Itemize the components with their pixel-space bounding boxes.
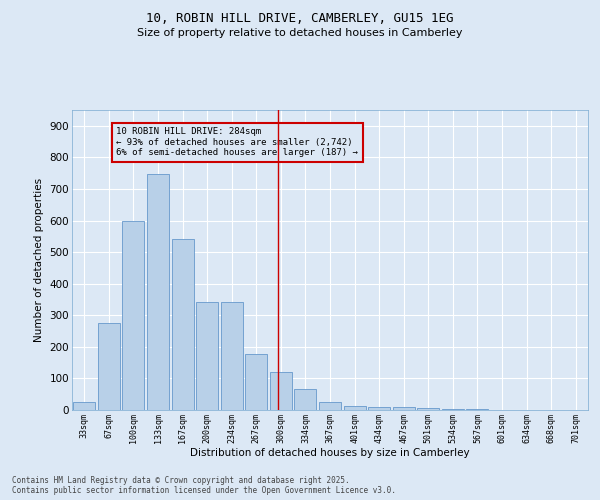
Text: 10, ROBIN HILL DRIVE, CAMBERLEY, GU15 1EG: 10, ROBIN HILL DRIVE, CAMBERLEY, GU15 1E… <box>146 12 454 26</box>
Bar <box>73 402 95 410</box>
Bar <box>392 408 415 410</box>
Bar <box>442 409 464 410</box>
Bar <box>245 354 268 410</box>
Bar <box>295 390 316 410</box>
Text: Contains HM Land Registry data © Crown copyright and database right 2025.
Contai: Contains HM Land Registry data © Crown c… <box>12 476 396 495</box>
Bar <box>344 406 365 410</box>
Text: Size of property relative to detached houses in Camberley: Size of property relative to detached ho… <box>137 28 463 38</box>
Bar <box>368 407 390 410</box>
Bar <box>147 174 169 410</box>
Bar <box>98 323 120 410</box>
Bar <box>122 221 145 410</box>
Text: 10 ROBIN HILL DRIVE: 284sqm
← 93% of detached houses are smaller (2,742)
6% of s: 10 ROBIN HILL DRIVE: 284sqm ← 93% of det… <box>116 128 358 157</box>
Bar <box>270 372 292 410</box>
Bar <box>196 302 218 410</box>
Bar <box>417 408 439 410</box>
Bar <box>172 240 194 410</box>
Y-axis label: Number of detached properties: Number of detached properties <box>34 178 44 342</box>
X-axis label: Distribution of detached houses by size in Camberley: Distribution of detached houses by size … <box>190 448 470 458</box>
Bar <box>319 402 341 410</box>
Bar <box>221 302 243 410</box>
